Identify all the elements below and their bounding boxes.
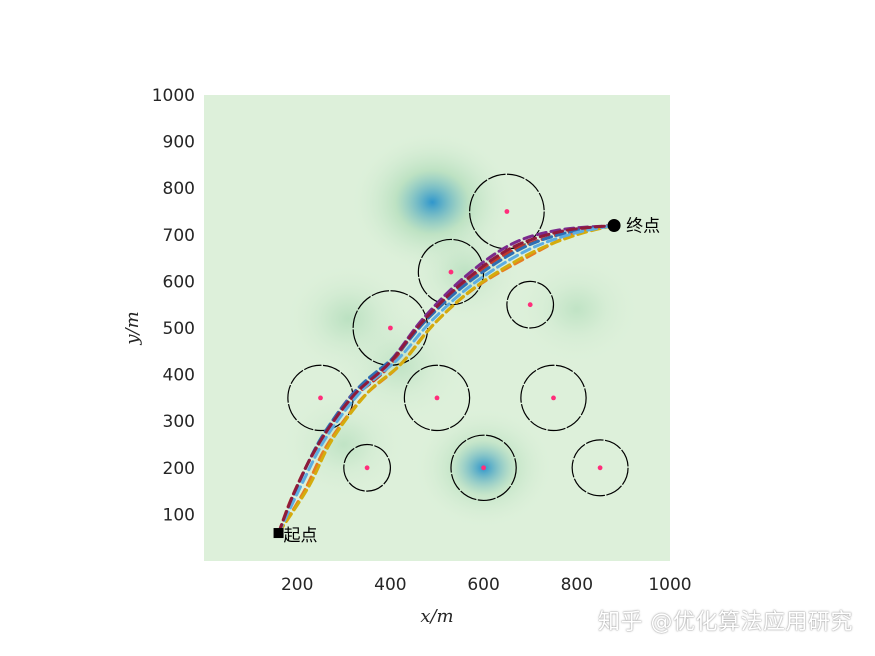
x-tick-label: 600 [467,575,499,595]
y-tick-labels: 100 200 300 400 500 600 700 800 900 1000 [152,86,195,525]
obstacle-layer [287,173,629,502]
terrain-blob [511,252,642,366]
x-tick-label: 200 [281,575,313,595]
obstacle-circle [506,280,555,329]
path-line [277,223,616,535]
obstacle-center [597,465,603,471]
obstacle-circle [469,173,545,250]
x-tick-labels: 200 400 600 800 1000 [281,575,692,595]
goal-label: 终点 [626,216,660,236]
y-tick-label: 600 [163,272,195,292]
obstacle-center [551,395,556,401]
obstacle-center [527,302,533,308]
y-tick-label: 1000 [152,86,195,106]
y-tick-label: 900 [163,133,195,153]
y-tick-label: 200 [163,459,195,479]
x-tick-label: 1000 [648,575,691,595]
y-axis-label: y/m [122,311,143,345]
y-tick-label: 500 [163,319,195,339]
watermark: 知乎 @优化算法应用研究 [598,610,853,635]
x-axis-label: x/m [420,606,453,627]
marker-layer: 起点 终点 [273,216,660,546]
obstacle-center [504,209,510,214]
obstacle-circle [571,439,629,497]
x-tick-label: 400 [374,575,406,595]
obstacle-center [318,395,323,401]
terrain-blob [278,388,409,501]
goal-marker [607,218,621,232]
y-tick-label: 100 [163,505,195,525]
obstacle-center [448,269,454,275]
obstacle-center [481,465,486,471]
path-layer [277,223,616,535]
obstacle-center [388,325,393,331]
x-tick-label: 800 [561,575,593,595]
obstacle-circle [352,290,429,366]
obstacle-circle [343,443,392,492]
start-label: 起点 [284,526,318,546]
path-line [277,223,616,535]
y-tick-label: 800 [163,179,195,199]
obstacle-circle [403,364,471,432]
y-tick-label: 700 [163,226,195,246]
y-tick-label: 300 [163,412,195,432]
terrain-heatmap [278,130,642,530]
obstacle-center [434,395,440,401]
path-line [277,223,616,535]
obstacle-circle [450,434,517,502]
obstacle-circle [520,364,587,432]
y-tick-label: 400 [163,366,195,386]
obstacle-center [364,465,370,471]
start-marker [273,528,284,539]
